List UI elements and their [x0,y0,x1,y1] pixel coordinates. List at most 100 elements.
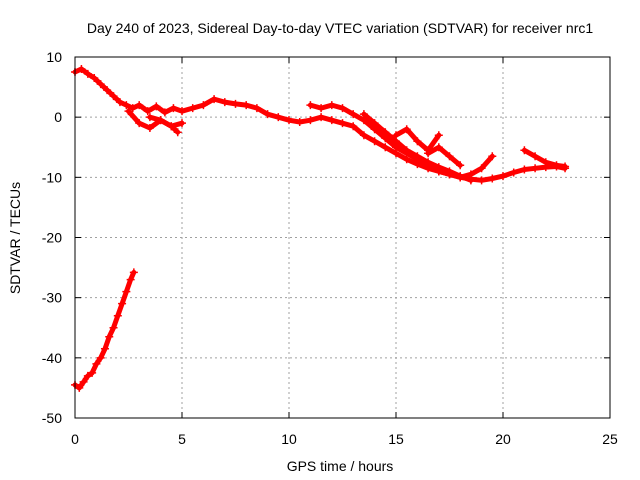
sat-track-9-point [118,299,127,308]
y-tick-label: -50 [42,410,62,426]
sat-track-1-point [231,99,240,108]
sat-track-7-point [424,149,433,158]
sat-track-1-point [128,104,137,113]
y-tick-label: 10 [46,49,62,65]
sat-track-5-point [402,146,411,155]
x-tick-label: 25 [602,431,618,447]
y-tick-label: -30 [42,290,62,306]
sat-track-6-point [434,131,443,140]
sat-track-9-point [100,344,109,353]
sat-track-5-point [413,152,422,161]
sat-track-5-point [370,119,379,128]
sat-track-9-point [92,359,101,368]
sat-track-1-point [488,174,497,183]
x-tick-label: 15 [388,431,404,447]
sat-track-4-point [306,101,315,110]
sat-track-1-point [477,176,486,185]
sat-track-2-point [145,123,154,132]
sat-track-2-point [124,107,133,116]
sat-track-8-point [552,161,561,170]
sat-track-1-point [295,117,304,126]
sat-track-1-point [220,98,229,107]
sat-track-1-point [359,131,368,140]
sat-track-5-point [456,172,465,181]
sat-track-3-point [173,128,182,137]
sat-track-1-point [143,107,152,116]
sat-track-1-point [317,113,326,122]
sat-track-4-point [327,101,336,110]
sat-track-5-point [424,158,433,167]
tick-labels: 0 5 10 15 20 25 -50 -40 -30 -20 -10 0 10 [42,49,618,447]
sat-track-4-point [349,110,358,119]
sat-track-1-point [160,108,169,117]
sat-track-4-line [307,102,495,180]
sat-track-4-point [317,104,326,113]
sat-track-1-point [263,110,272,119]
sat-track-3-point [145,113,154,122]
sat-track-1-point [242,101,251,110]
sat-track-9-line [72,269,137,391]
sat-track-1-point [509,168,518,177]
sat-track-7-point [456,161,465,170]
sat-track-9-point [83,371,92,380]
sat-track-1-point [520,165,529,174]
sat-track-8-point [531,152,540,161]
sat-track-1-point [77,65,86,74]
sat-track-9-point [105,332,114,341]
y-tick-label: -10 [42,169,62,185]
sat-track-1-point [115,98,124,107]
sat-track-9-point [126,275,135,284]
sat-track-5-point [359,110,368,119]
y-tick-label: -40 [42,350,62,366]
x-tick-label: 20 [495,431,511,447]
sat-track-1-point [370,137,379,146]
sat-track-1-point [252,104,261,113]
data-series [71,65,570,392]
sat-track-1-point [122,101,131,110]
sat-track-5-point [466,176,475,185]
sat-track-1-point [178,107,186,116]
sat-track-4-point [488,152,497,161]
sat-track-4-point [338,104,347,113]
sat-track-5-point [445,167,454,176]
sat-track-5-line [361,111,474,183]
sat-track-1-point [531,164,540,173]
sat-track-1-point [83,69,92,78]
sat-track-9-point [75,383,84,392]
sat-track-8-point [520,146,529,155]
sat-track-4-point [477,164,486,173]
sat-track-1-point [152,102,161,111]
sat-track-8-point [561,162,570,171]
axis-ticks [74,56,611,419]
sat-track-1-point [96,80,105,89]
sat-track-1-point [338,119,347,128]
sat-track-1-point [188,104,197,113]
sat-track-6-point [392,131,400,140]
sat-track-3-line [147,114,181,135]
y-axis-label: SDTVAR / TECUs [7,182,23,294]
sat-track-9-point [109,323,118,332]
sat-track-1-point [349,122,358,131]
sat-track-8-point [541,158,550,167]
sat-track-1-point [135,101,144,110]
sat-track-9-point [96,353,105,362]
sat-track-9-point [129,268,138,277]
sat-track-9-point [122,287,131,296]
sat-track-7-point [445,152,454,161]
chart-title: Day 240 of 2023, Sidereal Day-to-day VTE… [87,20,593,36]
sat-track-1-point [274,113,283,122]
sat-track-2-point [178,119,186,128]
sat-track-2-point [135,119,144,128]
sat-track-9-point [88,368,97,377]
sat-track-1-point [90,74,99,83]
sat-track-7-point [434,143,443,152]
sat-track-1-point [169,104,178,113]
sat-track-6-point [413,137,422,146]
sat-track-1-point [499,172,507,181]
sat-track-1-point [285,116,293,125]
x-tick-label: 10 [281,431,297,447]
sat-track-3-point [156,116,165,125]
x-axis-label: GPS time / hours [287,458,394,474]
sat-track-7-line [425,144,463,168]
